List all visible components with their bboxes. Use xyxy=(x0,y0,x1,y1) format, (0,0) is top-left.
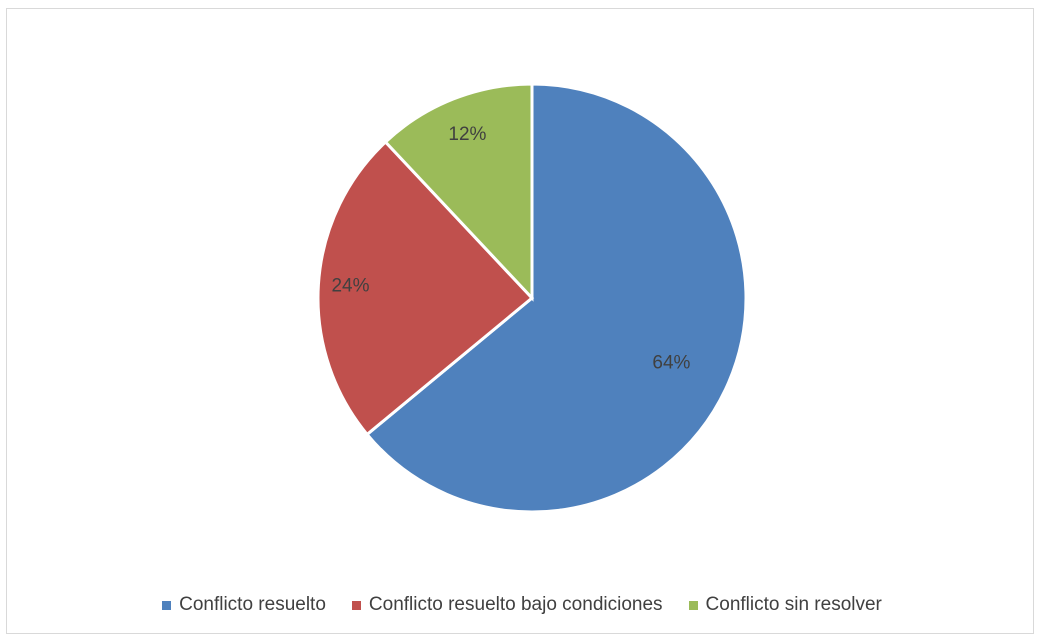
legend-item-conflicto-resuelto: Conflicto resuelto xyxy=(162,594,326,616)
legend: Conflicto resuelto Conflicto resuelto ba… xyxy=(0,594,1044,616)
legend-label-conflicto-sin-resolver: Conflicto sin resolver xyxy=(705,594,882,615)
legend-item-conflicto-resuelto-bajo-condiciones: Conflicto resuelto bajo condiciones xyxy=(351,594,663,616)
legend-item-conflicto-sin-resolver: Conflicto sin resolver xyxy=(688,594,882,616)
pie-slice-conflicto-sin-resolver xyxy=(383,82,534,302)
legend-label-conflicto-resuelto: Conflicto resuelto xyxy=(179,594,326,615)
slice-label-conflicto-resuelto: 64% xyxy=(652,353,690,374)
pie-slice-conflicto-resuelto xyxy=(364,82,748,514)
slice-label-conflicto-sin-resolver: 12% xyxy=(448,124,486,145)
pie-slice-conflicto-resuelto-bajo-condiciones xyxy=(316,139,535,437)
legend-swatch-conflicto-resuelto-bajo-condiciones xyxy=(351,600,361,610)
slice-label-conflicto-resuelto-bajo-condiciones: 24% xyxy=(331,276,369,297)
legend-label-conflicto-resuelto-bajo-condiciones: Conflicto resuelto bajo condiciones xyxy=(368,594,663,615)
legend-swatch-conflicto-resuelto xyxy=(162,600,172,610)
legend-swatch-conflicto-sin-resolver xyxy=(688,600,698,610)
